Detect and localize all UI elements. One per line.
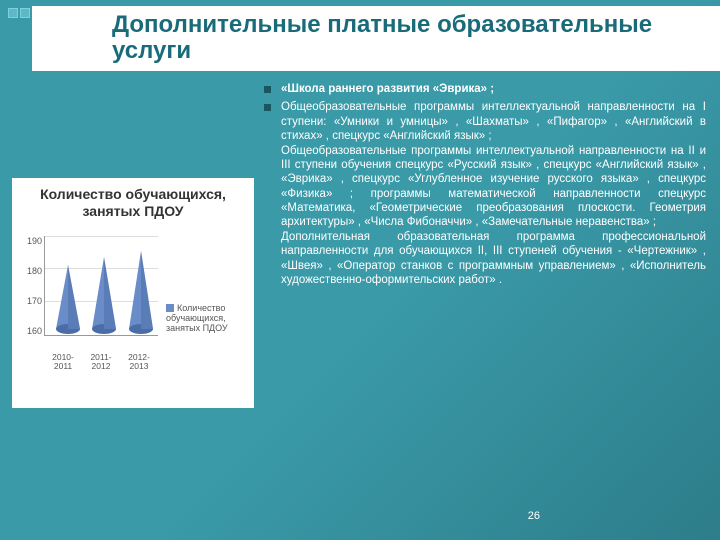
chart-container: Количество обучающихся, занятых ПДОУ 190… (12, 178, 254, 408)
bullet-item: Общеобразовательные программы интеллекту… (264, 100, 706, 287)
bullet-marker (264, 86, 271, 93)
plot-area (44, 236, 158, 336)
x-label: 2011-2012 (82, 353, 120, 372)
right-column: «Школа раннего развития «Эврика» ; Общео… (260, 78, 720, 540)
x-axis: 2010-2011 2011-2012 2012-2013 (44, 353, 158, 372)
decor-sq (20, 8, 30, 18)
content-area: Количество обучающихся, занятых ПДОУ 190… (0, 78, 720, 540)
x-label: 2010-2011 (44, 353, 82, 372)
cone-bar-0 (56, 265, 80, 335)
x-label: 2012-2013 (120, 353, 158, 372)
cone-bar-1 (92, 257, 116, 335)
chart-body: 190 180 170 160 (18, 236, 248, 400)
legend-item: Количество обучающихся, занятых ПДОУ (166, 303, 248, 333)
chart-title: Количество обучающихся, занятых ПДОУ (18, 186, 248, 220)
slide-title: Дополнительные платные образовательные у… (112, 12, 700, 65)
y-axis: 190 180 170 160 (18, 236, 42, 336)
bullet-marker (264, 104, 271, 111)
legend-swatch (166, 304, 174, 312)
bullet-text: Общеобразовательные программы интеллекту… (281, 100, 706, 287)
corner-decoration (8, 8, 30, 18)
left-column: Количество обучающихся, занятых ПДОУ 190… (0, 78, 260, 540)
gridline (45, 236, 158, 237)
page-number: 26 (528, 510, 540, 522)
chart-legend: Количество обучающихся, занятых ПДОУ (162, 236, 248, 400)
bullet-strong: «Школа раннего развития «Эврика» ; (281, 83, 494, 95)
y-tick: 170 (18, 296, 42, 306)
chart-plot: 190 180 170 160 (18, 236, 162, 356)
title-bar: Дополнительные платные образовательные у… (32, 6, 720, 71)
y-tick: 180 (18, 266, 42, 276)
decor-sq (8, 8, 18, 18)
slide-root: Дополнительные платные образовательные у… (0, 0, 720, 540)
y-tick: 160 (18, 326, 42, 336)
bullet-item: «Школа раннего развития «Эврика» ; (264, 82, 706, 96)
y-tick: 190 (18, 236, 42, 246)
bullet-text: «Школа раннего развития «Эврика» ; (281, 82, 706, 96)
legend-label: Количество обучающихся, занятых ПДОУ (166, 303, 228, 333)
cone-bar-2 (129, 251, 153, 335)
